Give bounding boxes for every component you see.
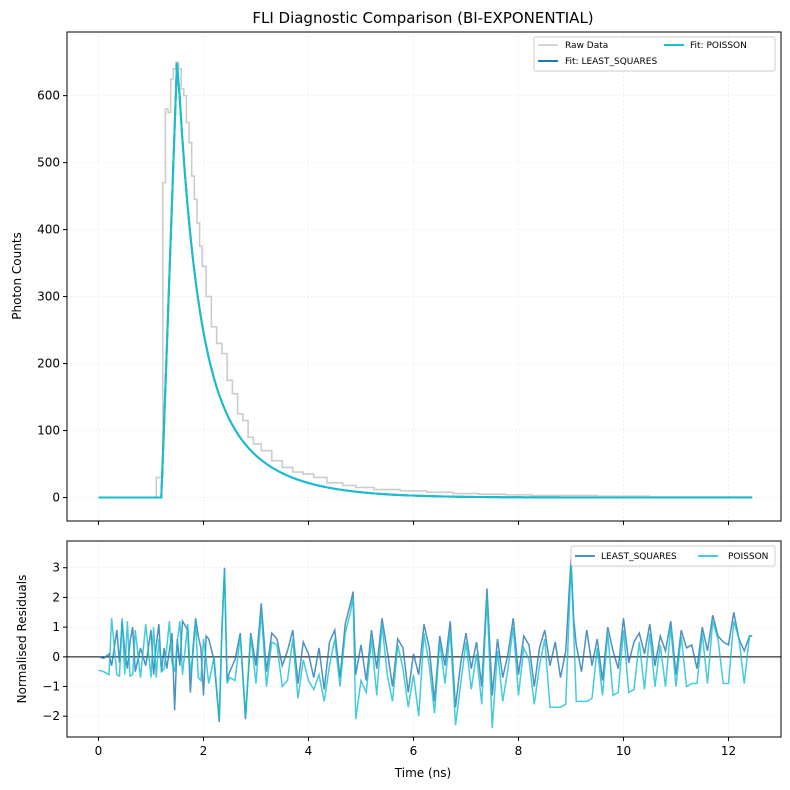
legend-label-poisson-residual: POISSON — [728, 552, 768, 562]
legend-label-ls-residual: LEAST_SQUARES — [601, 552, 677, 562]
x-tick-label: 6 — [410, 744, 418, 758]
y-tick-label: 500 — [37, 156, 60, 170]
x-tick-label: 2 — [200, 744, 208, 758]
decay-grid — [67, 32, 781, 521]
decay-plot-frame — [66, 31, 782, 522]
y-tick-label: 400 — [37, 223, 60, 237]
residual-legend: LEAST_SQUARES POISSON — [570, 545, 776, 567]
y-tick-label: 200 — [37, 357, 60, 371]
y-tick-label: 100 — [37, 424, 60, 438]
legend-label-poisson: Fit: POISSON — [690, 41, 747, 51]
y-tick-label: 300 — [37, 290, 60, 304]
decay-plot-area — [67, 32, 781, 521]
decay-y-axis-label: Photon Counts — [10, 232, 24, 320]
y-tick-label: 0 — [52, 650, 60, 664]
y-tick-label: 0 — [52, 491, 60, 505]
y-tick-label: 1 — [52, 620, 60, 634]
x-tick-label: 12 — [721, 744, 736, 758]
y-tick-label: 3 — [52, 561, 60, 575]
residual-plot-frame — [66, 540, 782, 738]
residual-legend-box — [570, 545, 776, 567]
decay-ticks: 0 100 200 300 400 500 600 — [37, 89, 729, 525]
legend-label-raw: Raw Data — [565, 41, 608, 51]
decay-series — [98, 61, 753, 499]
x-tick-label: 0 — [95, 744, 103, 758]
fit-poisson-line — [98, 62, 753, 499]
chart-title: FLI Diagnostic Comparison (BI-EXPONENTIA… — [252, 9, 593, 27]
residual-series — [67, 558, 781, 729]
y-tick-label: −1 — [42, 680, 60, 694]
y-tick-label: 2 — [52, 590, 60, 604]
y-tick-label: 600 — [37, 89, 60, 103]
x-tick-label: 8 — [515, 744, 523, 758]
x-axis-label: Time (ns) — [394, 766, 451, 780]
residual-y-axis-label: Normalised Residuals — [15, 575, 29, 704]
legend-label-least-squares: Fit: LEAST_SQUARES — [565, 57, 657, 67]
decay-plot-panel: FLI Diagnostic Comparison (BI-EXPONENTIA… — [10, 9, 782, 525]
decay-legend: Raw Data Fit: LEAST_SQUARES Fit: POISSON — [533, 36, 776, 72]
y-tick-label: −2 — [42, 709, 60, 723]
decay-legend-box — [533, 36, 776, 72]
x-tick-label: 10 — [616, 744, 631, 758]
residual-poisson-line — [98, 564, 753, 729]
x-tick-label: 4 — [305, 744, 313, 758]
